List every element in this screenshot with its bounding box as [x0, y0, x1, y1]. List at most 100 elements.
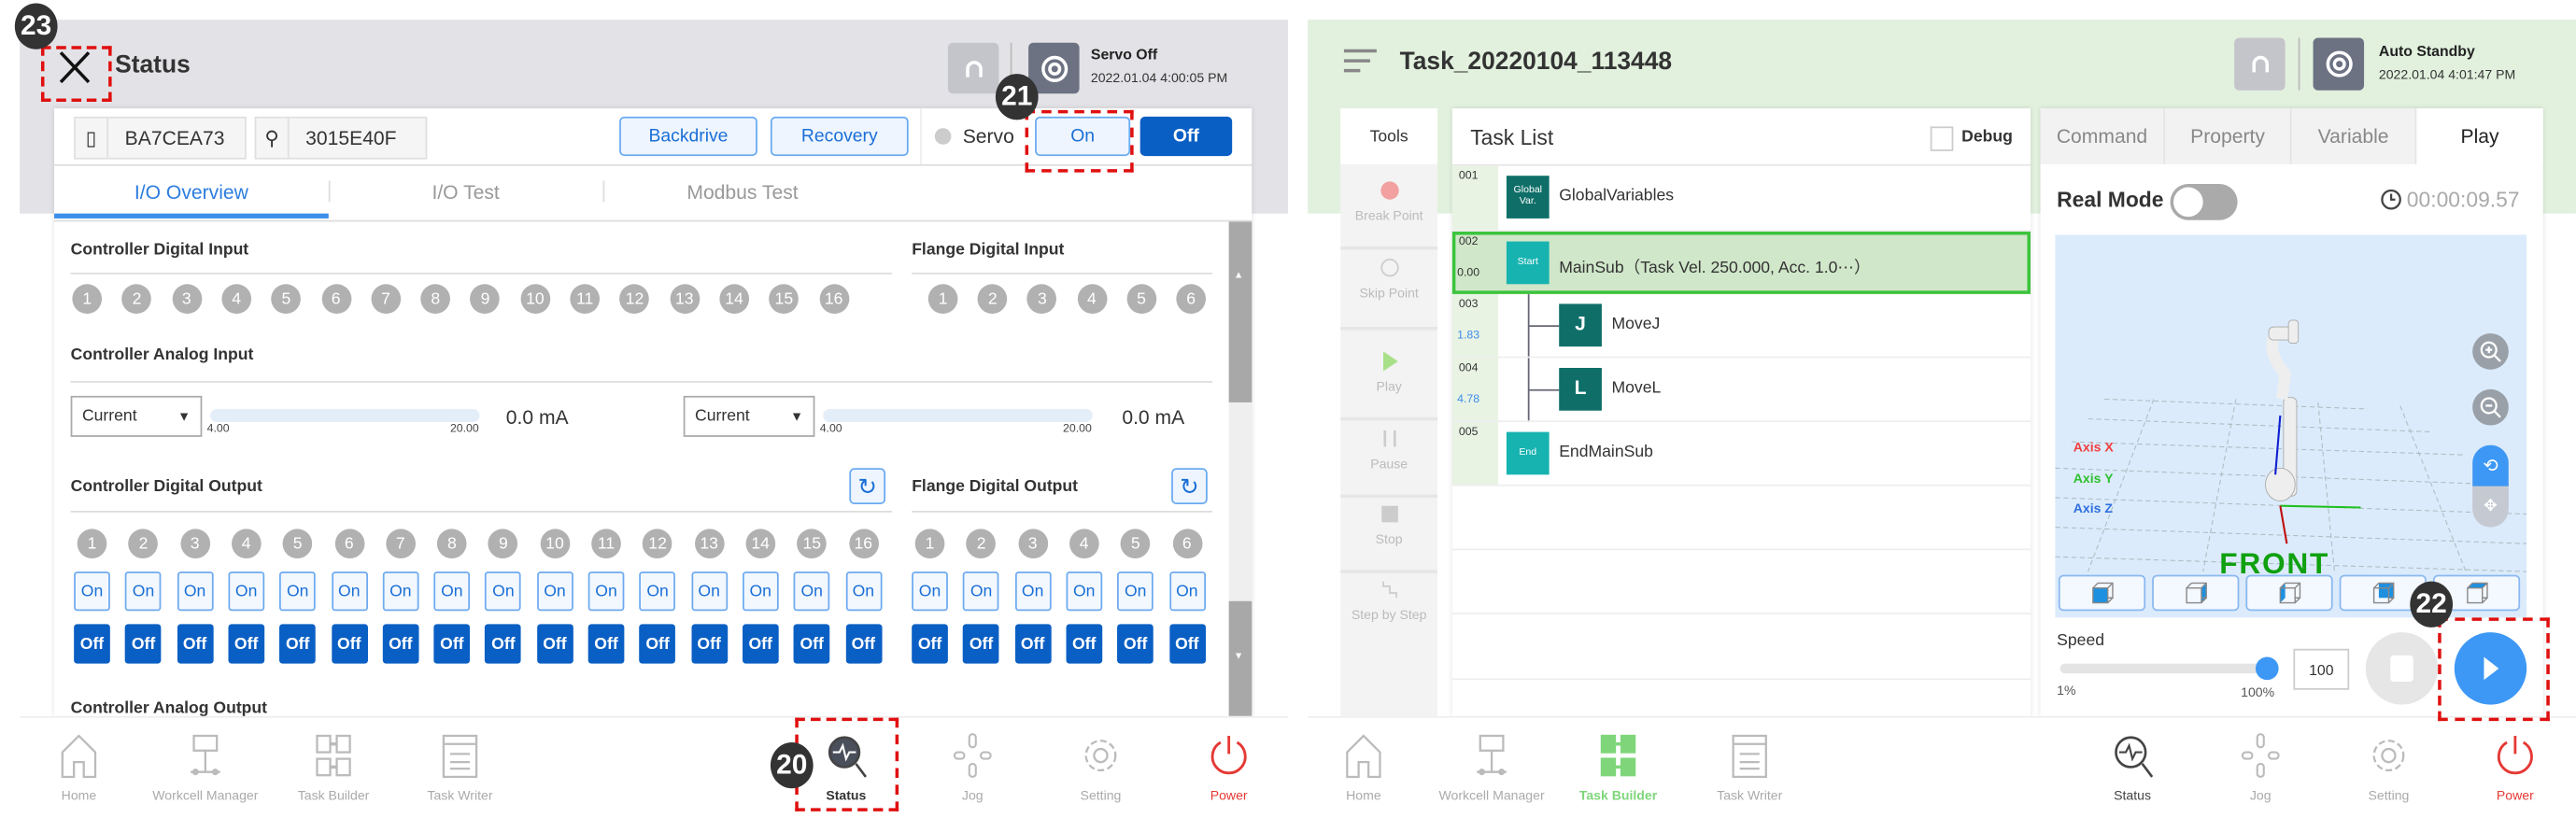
controller-output-on-button-7[interactable]: On [382, 571, 419, 612]
tool-play[interactable]: Play [1340, 351, 1437, 394]
controller-output-on-button-4[interactable]: On [228, 571, 264, 612]
flange-output-on-button-2[interactable]: On [963, 571, 999, 612]
scroll-up-arrow[interactable]: ▲ [1233, 271, 1244, 281]
speed-input[interactable]: 100 [2293, 648, 2350, 690]
nav-status[interactable]: Status [788, 732, 903, 803]
scrollbar[interactable]: ▲ ▼ [1228, 221, 1253, 716]
flange-output-on-button-5[interactable]: On [1117, 571, 1154, 612]
controller-output-on-button-10[interactable]: On [536, 571, 573, 612]
controller-output-on-button-11[interactable]: On [587, 571, 625, 612]
nav-setting[interactable]: Setting [2331, 732, 2446, 803]
servo-off-button[interactable]: Off [1139, 116, 1233, 157]
scrollbar-thumb-bottom[interactable] [1228, 600, 1253, 716]
controller-output-off-button-8[interactable]: Off [433, 624, 471, 664]
nav-task-writer[interactable]: Task Writer [403, 732, 517, 803]
tool-skip-point[interactable]: Skip Point [1340, 258, 1437, 301]
flange-output-on-button-1[interactable]: On [912, 571, 948, 612]
speed-slider-knob[interactable] [2255, 656, 2279, 681]
controller-output-off-button-6[interactable]: Off [331, 624, 368, 664]
flange-output-off-button-4[interactable]: Off [1066, 624, 1103, 664]
nav-task-builder[interactable]: Task Builder [1561, 732, 1676, 803]
nav-home[interactable]: Home [21, 732, 136, 803]
refresh-button[interactable] [2234, 37, 2286, 91]
tool-stop[interactable]: Stop [1340, 504, 1437, 547]
task-row[interactable] [1451, 358, 2031, 423]
controller-output-on-button-6[interactable]: On [331, 571, 368, 612]
analog-input-1-mode-select[interactable]: Current ▼ [70, 395, 203, 437]
rotate-icon[interactable]: ⟲ [2472, 444, 2509, 487]
flange-output-on-button-6[interactable]: On [1168, 571, 1206, 612]
controller-output-off-button-15[interactable]: Off [793, 624, 830, 664]
controller-output-off-button-4[interactable]: Off [228, 624, 264, 664]
tab-io-overview[interactable]: I/O Overview [134, 180, 248, 204]
stop-button[interactable] [2365, 632, 2439, 705]
task-row[interactable] [1451, 166, 2031, 233]
nav-jog[interactable]: Jog [2203, 732, 2318, 803]
pan-icon[interactable]: ✥ [2484, 497, 2498, 516]
tab-io-test[interactable]: I/O Test [432, 180, 500, 204]
controller-output-off-button-14[interactable]: Off [742, 624, 779, 664]
menu-button[interactable] [1343, 48, 1377, 84]
real-mode-toggle[interactable] [2170, 183, 2238, 220]
flange-output-off-button-5[interactable]: Off [1117, 624, 1154, 664]
nav-task-builder[interactable]: Task Builder [276, 732, 390, 803]
tool-pause[interactable]: Pause [1340, 429, 1437, 472]
zoom-out-button[interactable] [2472, 388, 2509, 426]
controller-output-on-button-1[interactable]: On [74, 571, 110, 612]
controller-output-on-button-3[interactable]: On [177, 571, 213, 612]
task-row[interactable] [1451, 294, 2031, 359]
nav-power[interactable]: Power [2457, 732, 2572, 803]
nav-home[interactable]: Home [1306, 732, 1421, 803]
nav-workcell-manager[interactable]: Workcell Manager [1435, 732, 1550, 803]
controller-output-reset-button[interactable]: ↻ [849, 468, 886, 504]
controller-output-off-button-11[interactable]: Off [587, 624, 625, 664]
flange-output-reset-button[interactable]: ↻ [1171, 468, 1208, 504]
close-button[interactable] [56, 49, 95, 93]
controller-output-off-button-16[interactable]: Off [844, 624, 882, 664]
controller-output-on-button-9[interactable]: On [485, 571, 522, 612]
recovery-button[interactable]: Recovery [770, 116, 909, 157]
play-button[interactable] [2454, 632, 2527, 705]
flange-output-off-button-6[interactable]: Off [1168, 624, 1206, 664]
servo-on-button[interactable]: On [1035, 116, 1131, 157]
analog-input-2-mode-select[interactable]: Current ▼ [683, 395, 815, 437]
controller-output-on-button-8[interactable]: On [433, 571, 471, 612]
tab-variable[interactable]: Variable [2291, 108, 2417, 164]
controller-output-on-button-14[interactable]: On [742, 571, 779, 612]
controller-output-on-button-12[interactable]: On [639, 571, 676, 612]
flange-output-off-button-1[interactable]: Off [912, 624, 948, 664]
view-preset-button-3[interactable] [2245, 574, 2333, 612]
tool-step-by-step[interactable]: Step by Step [1340, 580, 1437, 623]
scrollbar-thumb-top[interactable] [1228, 221, 1253, 402]
flange-output-off-button-2[interactable]: Off [963, 624, 999, 664]
robot-3d-view[interactable]: Axis X Axis Y Axis Z FRONT ⟲ ✥ [2055, 234, 2527, 618]
controller-output-off-button-10[interactable]: Off [536, 624, 573, 664]
view-preset-button-2[interactable] [2152, 574, 2240, 612]
backdrive-button[interactable]: Backdrive [619, 116, 757, 157]
controller-output-off-button-2[interactable]: Off [125, 624, 162, 664]
refresh-button[interactable] [947, 42, 999, 94]
tab-property[interactable]: Property [2165, 108, 2292, 164]
controller-output-on-button-5[interactable]: On [279, 571, 317, 612]
controller-output-off-button-1[interactable]: Off [74, 624, 110, 664]
tab-modbus-test[interactable]: Modbus Test [686, 180, 799, 204]
controller-output-off-button-9[interactable]: Off [485, 624, 522, 664]
flange-output-on-button-4[interactable]: On [1066, 571, 1103, 612]
tool-break-point[interactable]: Break Point [1340, 180, 1437, 223]
nav-jog[interactable]: Jog [915, 732, 1030, 803]
controller-output-off-button-12[interactable]: Off [639, 624, 676, 664]
controller-output-off-button-13[interactable]: Off [690, 624, 728, 664]
controller-output-on-button-2[interactable]: On [125, 571, 162, 612]
controller-output-on-button-15[interactable]: On [793, 571, 830, 612]
controller-output-off-button-3[interactable]: Off [177, 624, 213, 664]
tab-play[interactable]: Play [2416, 108, 2543, 164]
scroll-down-arrow[interactable]: ▼ [1233, 652, 1244, 662]
debug-checkbox[interactable] [1930, 126, 1954, 151]
controller-output-off-button-7[interactable]: Off [382, 624, 419, 664]
flange-output-off-button-3[interactable]: Off [1014, 624, 1051, 664]
nav-task-writer[interactable]: Task Writer [1692, 732, 1807, 803]
nav-status[interactable]: Status [2074, 732, 2189, 803]
controller-output-on-button-16[interactable]: On [844, 571, 882, 612]
nav-setting[interactable]: Setting [1043, 732, 1158, 803]
nav-workcell-manager[interactable]: Workcell Manager [148, 732, 262, 803]
